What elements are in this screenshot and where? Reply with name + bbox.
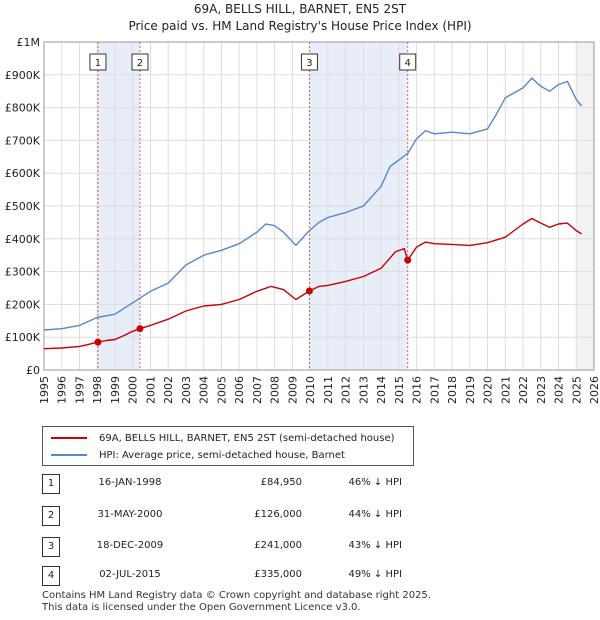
x-tick-label: 2008 [269, 376, 282, 404]
x-tick-label: 2002 [162, 376, 175, 404]
transaction-point [94, 338, 102, 346]
x-tick-label: 2018 [446, 376, 459, 404]
x-tick-label: 2017 [428, 376, 441, 404]
transaction-hpi: 43% ↓ HPI [348, 540, 402, 551]
y-tick-label: £400K [5, 233, 41, 246]
footer-licence: This data is licensed under the Open Gov… [42, 602, 361, 613]
x-tick-label: 2022 [517, 376, 530, 404]
y-tick-label: £600K [5, 167, 41, 180]
y-tick-label: £100K [5, 331, 41, 344]
x-tick-label: 2000 [127, 376, 140, 404]
x-tick-label: 2007 [251, 376, 264, 404]
transaction-row: 3 18-DEC-2009 £241,000 43% ↓ HPI [42, 537, 562, 557]
legend-label-price: 69A, BELLS HILL, BARNET, EN5 2ST (semi-d… [99, 432, 395, 444]
x-tick-label: 2013 [357, 376, 370, 404]
transaction-number: 2 [42, 506, 60, 526]
transaction-marker-label: 2 [137, 58, 143, 69]
chart-title: 69A, BELLS HILL, BARNET, EN5 2ST [193, 2, 407, 16]
hpi-series-line [43, 77, 583, 331]
transaction-number: 4 [42, 566, 60, 586]
x-tick-label: 2020 [482, 376, 495, 404]
transaction-marker-box [131, 53, 149, 71]
transaction-date: 02-JUL-2015 [99, 569, 161, 580]
plot-frame [43, 41, 595, 371]
x-tick-label: 1996 [56, 376, 69, 404]
transaction-marker-box [300, 53, 318, 71]
x-tick-label: 2011 [322, 376, 335, 404]
footer-copyright: Contains HM Land Registry data © Crown c… [42, 590, 431, 601]
price-series-line [43, 217, 582, 350]
x-tick-label: 2026 [588, 376, 600, 404]
transaction-price: £84,950 [260, 477, 302, 488]
x-tick-label: 2001 [144, 376, 157, 404]
transaction-point [404, 256, 412, 264]
x-tick-label: 2012 [340, 376, 353, 404]
transaction-number: 3 [42, 537, 60, 557]
y-tick-label: £0 [26, 364, 40, 377]
y-tick-label: £300K [5, 266, 41, 279]
transaction-point [136, 325, 144, 333]
y-tick-label: £200K [5, 298, 41, 311]
chart-legend: 69A, BELLS HILL, BARNET, EN5 2ST (semi-d… [42, 426, 414, 466]
transaction-row: 1 16-JAN-1998 £84,950 46% ↓ HPI [42, 474, 562, 494]
x-tick-label: 1999 [109, 376, 122, 404]
transaction-hpi: 44% ↓ HPI [348, 509, 402, 520]
legend-label-hpi: HPI: Average price, semi-detached house,… [99, 449, 345, 461]
x-tick-label: 2005 [215, 376, 228, 404]
y-tick-label: £800K [5, 102, 41, 115]
legend-swatch-price [51, 437, 87, 439]
legend-item-hpi: HPI: Average price, semi-detached house,… [51, 447, 345, 463]
transaction-row: 2 31-MAY-2000 £126,000 44% ↓ HPI [42, 506, 562, 526]
transaction-marker-box [399, 53, 417, 71]
x-tick-label: 2024 [553, 376, 566, 404]
transaction-date: 16-JAN-1998 [98, 477, 162, 488]
y-tick-label: £1M [17, 36, 41, 49]
x-tick-label: 2009 [286, 376, 299, 404]
x-tick-label: 2004 [198, 376, 211, 404]
transaction-row: 4 02-JUL-2015 £335,000 49% ↓ HPI [42, 566, 562, 586]
transaction-marker-label: 1 [95, 58, 101, 69]
x-tick-label: 2019 [464, 376, 477, 404]
transaction-hpi: 49% ↓ HPI [348, 569, 402, 580]
transaction-price: £335,000 [254, 569, 302, 580]
transaction-date: 31-MAY-2000 [97, 509, 163, 520]
transaction-hpi: 46% ↓ HPI [348, 477, 402, 488]
y-tick-label: £500K [5, 200, 41, 213]
y-tick-label: £900K [5, 69, 41, 82]
x-tick-label: 2021 [499, 376, 512, 404]
x-tick-label: 2023 [535, 376, 548, 404]
transaction-marker-label: 4 [405, 58, 411, 69]
x-tick-label: 1997 [73, 376, 86, 404]
transaction-number: 1 [42, 474, 60, 494]
x-tick-label: 2010 [304, 376, 317, 404]
transaction-marker-box [89, 53, 107, 71]
x-tick-label: 2016 [411, 376, 424, 404]
chart-subtitle: Price paid vs. HM Land Registry's House … [128, 19, 472, 33]
price-chart: £0 £100K £200K £300K £400K £500K £600K £700K £80… [5, 36, 600, 404]
transaction-marker-label: 3 [306, 58, 312, 69]
transaction-point [305, 287, 313, 295]
x-tick-label: 2025 [570, 376, 583, 404]
transaction-date: 18-DEC-2009 [96, 540, 164, 551]
transaction-price: £241,000 [254, 540, 302, 551]
x-tick-label: 1995 [38, 376, 51, 404]
x-tick-label: 2014 [375, 376, 388, 404]
x-tick-label: 2006 [233, 376, 246, 404]
x-tick-label: 2003 [180, 376, 193, 404]
x-tick-label: 1998 [91, 376, 104, 404]
y-tick-label: £700K [5, 134, 41, 147]
x-tick-label: 2015 [393, 376, 406, 404]
transaction-price: £126,000 [254, 509, 302, 520]
legend-item-price: 69A, BELLS HILL, BARNET, EN5 2ST (semi-d… [51, 430, 395, 446]
legend-swatch-hpi [51, 454, 87, 456]
